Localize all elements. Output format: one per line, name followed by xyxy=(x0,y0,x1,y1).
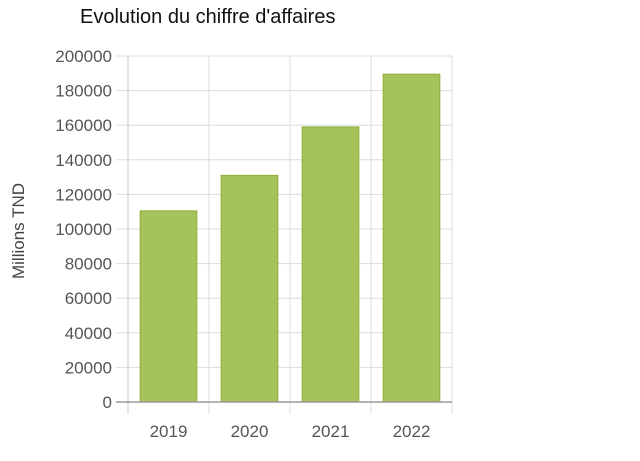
y-tick-label: 20000 xyxy=(65,358,112,377)
chart-title: Evolution du chiffre d'affaires xyxy=(80,6,336,28)
y-tick-label: 0 xyxy=(103,393,112,412)
y-tick-label: 60000 xyxy=(65,289,112,308)
y-tick-label: 80000 xyxy=(65,255,112,274)
x-tick-label: 2019 xyxy=(150,422,188,441)
y-axis-title: Millions TND xyxy=(9,183,28,279)
bar-2019[interactable] xyxy=(139,210,198,403)
y-tick-label: 100000 xyxy=(55,220,112,239)
bar-2021[interactable] xyxy=(301,126,360,403)
x-tick-label: 2022 xyxy=(393,422,431,441)
bar-2020[interactable] xyxy=(220,174,279,403)
y-tick-label: 140000 xyxy=(55,151,112,170)
x-tick-label: 2021 xyxy=(312,422,350,441)
y-tick-label: 40000 xyxy=(65,324,112,343)
x-tick-label: 2020 xyxy=(231,422,269,441)
y-tick-label: 120000 xyxy=(55,185,112,204)
y-tick-label: 160000 xyxy=(55,116,112,135)
y-tick-label: 200000 xyxy=(55,47,112,66)
bar-2022[interactable] xyxy=(382,73,441,403)
y-tick-label: 180000 xyxy=(55,82,112,101)
